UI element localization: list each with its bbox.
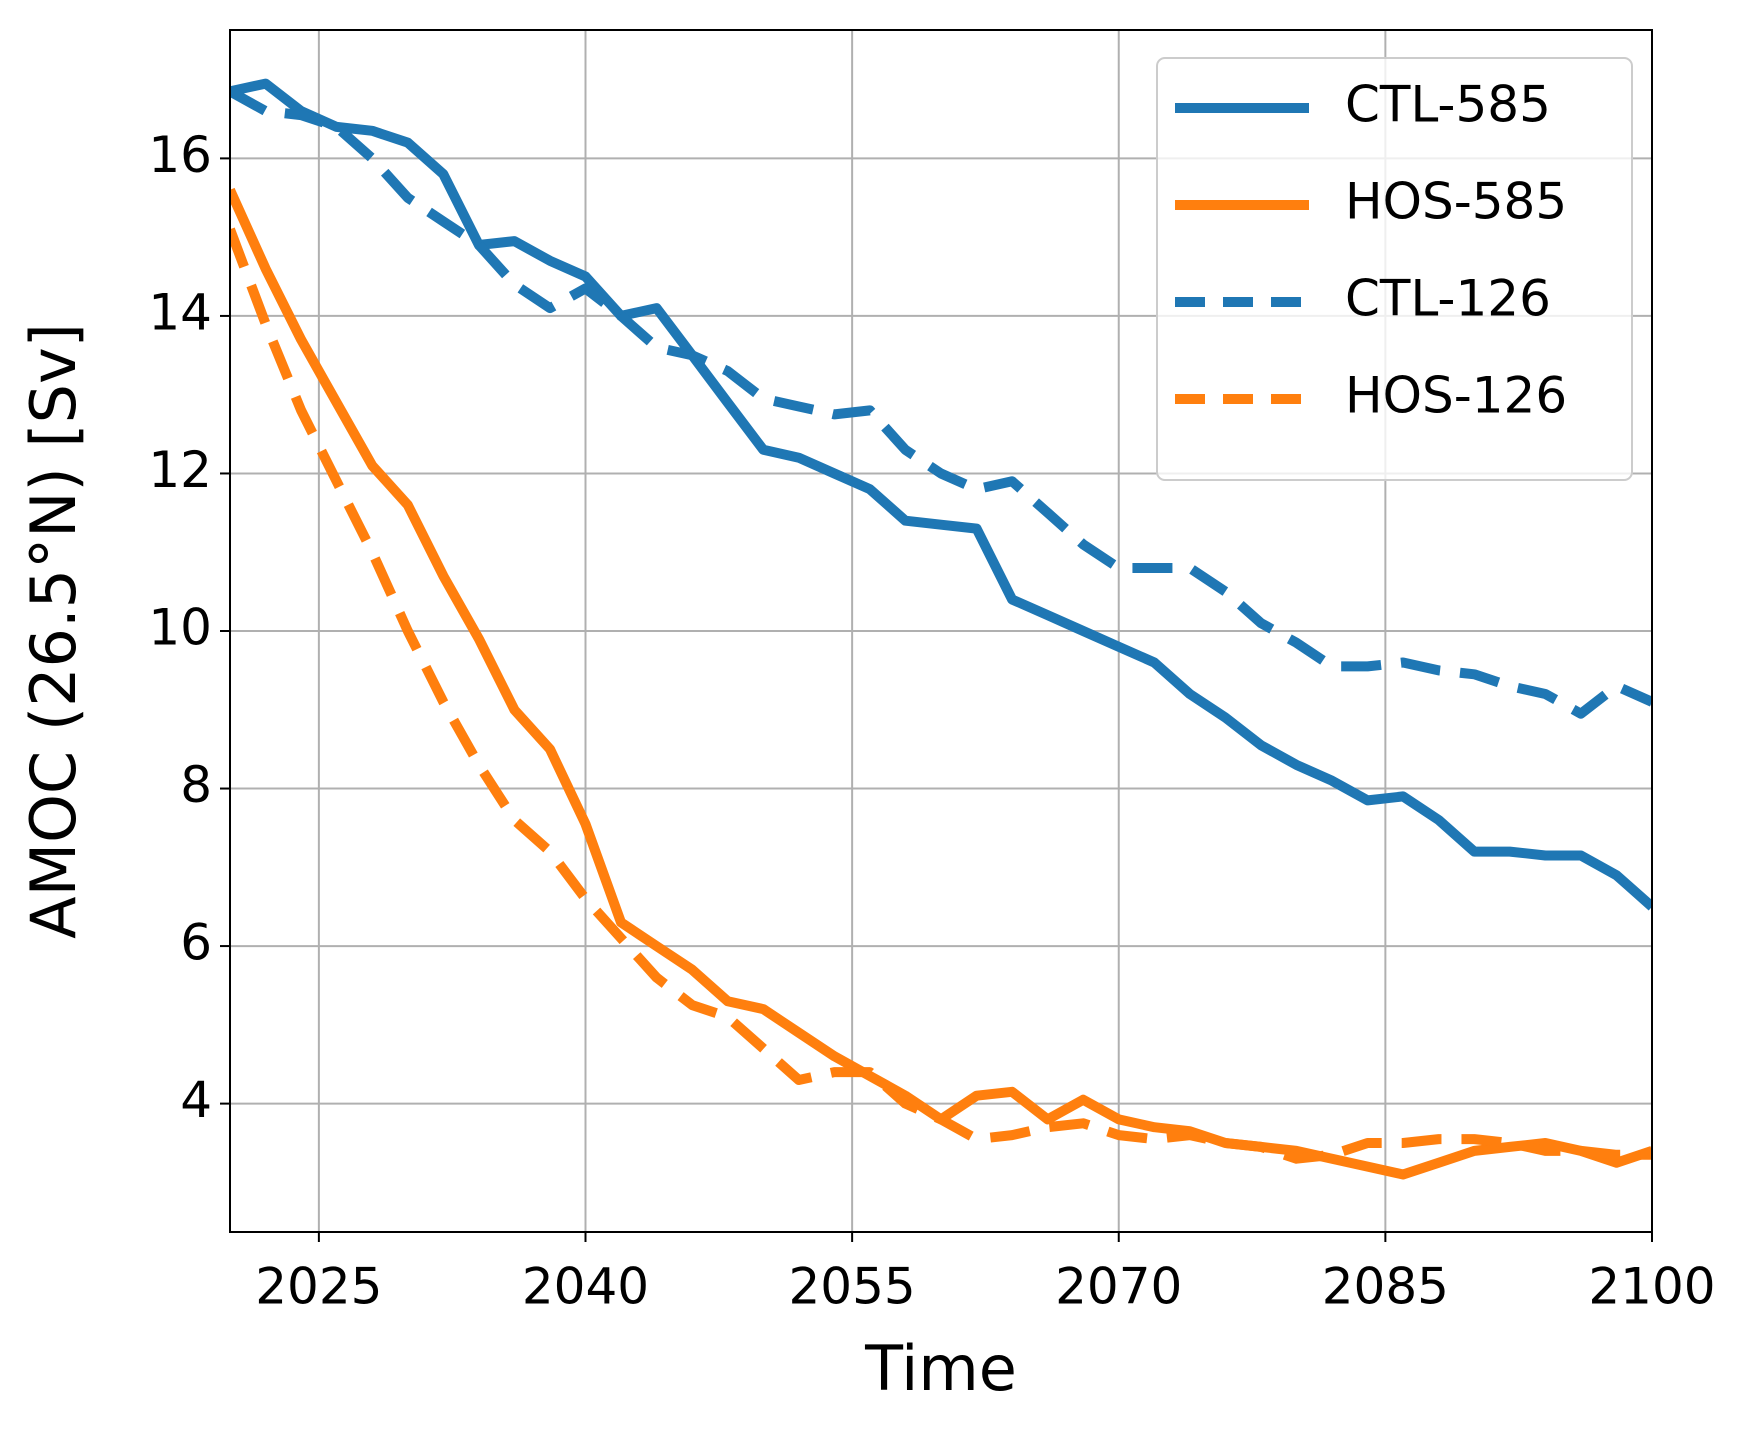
ticks: 2025 2040 2055 2070 2085 2100 4 6 8 10 12 14 16	[148, 126, 1715, 1316]
y-axis-label: AMOC (26.5°N) [Sv]	[17, 323, 90, 939]
legend-box	[1156, 57, 1633, 481]
y-tick-label: 4	[180, 1071, 212, 1129]
plot-lines	[230, 78, 1652, 1180]
x-tick-label: 2100	[1588, 1258, 1715, 1316]
series-line	[230, 87, 1652, 719]
series-line	[230, 78, 1652, 911]
legend-label: CTL-585	[1345, 76, 1551, 134]
y-tick-label: 14	[148, 283, 212, 341]
y-tick-label: 12	[148, 441, 212, 499]
x-tick-label: 2025	[255, 1258, 382, 1316]
legend-label: CTL-126	[1345, 270, 1551, 328]
series-line	[230, 227, 1652, 1164]
x-tick-label: 2040	[522, 1258, 649, 1316]
x-axis-label: Time	[864, 1332, 1017, 1405]
x-tick-label: 2055	[789, 1258, 916, 1316]
legend: CTL-585 HOS-585 CTL-126 HOS-126	[1156, 57, 1633, 481]
y-tick-label: 6	[180, 914, 212, 972]
x-tick-label: 2085	[1322, 1258, 1449, 1316]
y-tick-label: 16	[148, 126, 212, 184]
legend-label: HOS-126	[1345, 367, 1567, 425]
legend-label: HOS-585	[1345, 173, 1567, 231]
y-tick-label: 8	[180, 756, 212, 814]
y-tick-label: 10	[148, 599, 212, 657]
x-tick-label: 2070	[1055, 1258, 1182, 1316]
